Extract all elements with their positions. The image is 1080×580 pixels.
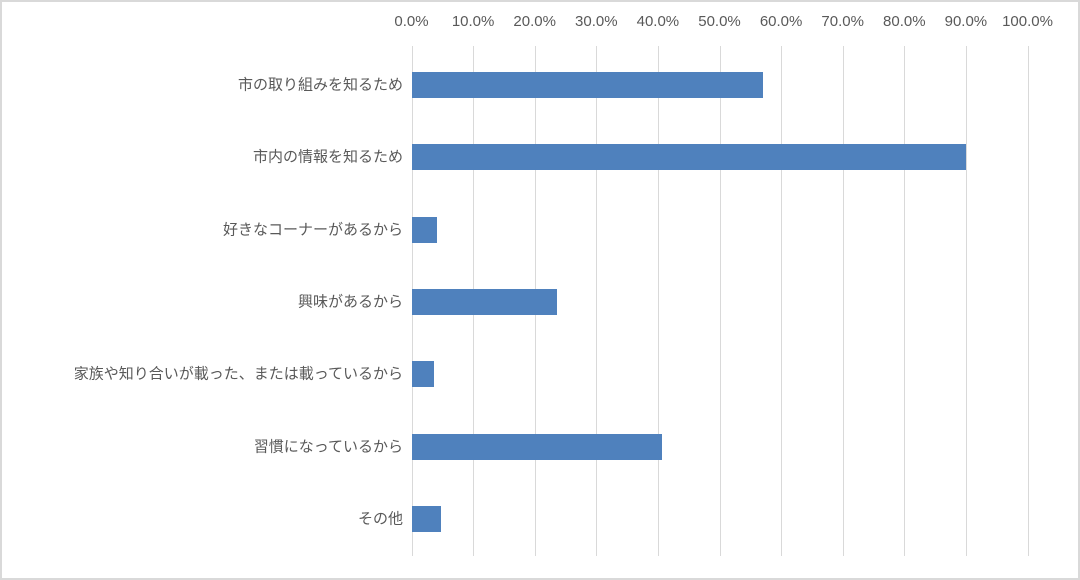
x-axis-tick-label: 80.0% <box>883 13 926 30</box>
x-axis-tick-label: 100.0% <box>1002 13 1053 30</box>
gridline <box>1027 46 1029 556</box>
gridline <box>904 46 906 556</box>
bar <box>411 505 442 532</box>
gridline <box>719 46 721 556</box>
gridline <box>657 46 659 556</box>
category-label: 市の取り組みを知るため <box>237 76 403 94</box>
x-axis-tick-label: 20.0% <box>513 13 556 30</box>
category-label: 興味があるから <box>297 293 403 311</box>
x-axis-tick-label: 70.0% <box>821 13 864 30</box>
x-axis-tick-label: 30.0% <box>575 13 618 30</box>
gridline <box>965 46 967 556</box>
x-axis-tick-label: 0.0% <box>394 13 429 30</box>
gridline <box>781 46 783 556</box>
category-label: 習慣になっているから <box>253 438 403 456</box>
bar <box>411 433 662 460</box>
gridline <box>842 46 844 556</box>
bar <box>411 216 437 243</box>
bar <box>411 72 763 99</box>
x-axis-tick-label: 60.0% <box>759 13 803 30</box>
category-label: 好きなコーナーがあるから <box>222 221 403 239</box>
bar <box>411 144 966 171</box>
x-axis-tick-label: 50.0% <box>698 13 741 30</box>
category-label: 市内の情報を知るため <box>252 148 403 166</box>
x-axis-tick-label: 90.0% <box>944 13 988 30</box>
category-label: 家族や知り合いが載った、または載っているから <box>73 365 403 383</box>
bar <box>411 361 434 388</box>
gridline <box>596 46 598 556</box>
x-axis-tick-label: 10.0% <box>451 13 495 30</box>
x-axis-tick-label: 40.0% <box>636 13 680 30</box>
category-label: その他 <box>357 510 403 528</box>
bar <box>411 289 558 315</box>
